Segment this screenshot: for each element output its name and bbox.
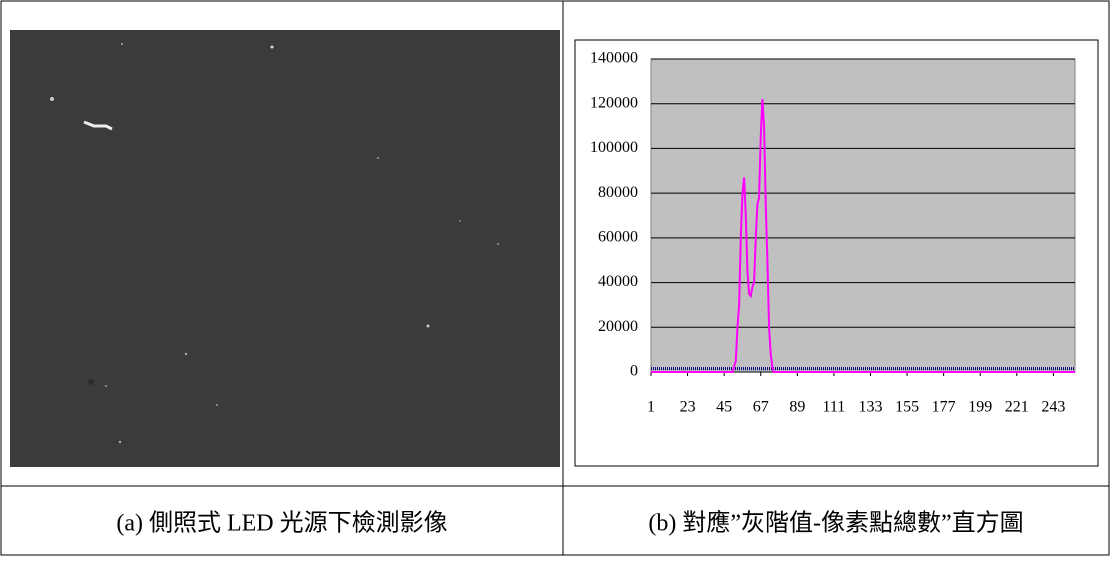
x-tick-label: 111 xyxy=(822,399,845,416)
x-tick-label: 221 xyxy=(1005,399,1029,416)
y-tick-label: 140000 xyxy=(590,50,638,67)
y-tick-label: 40000 xyxy=(598,273,638,290)
x-tick-label: 243 xyxy=(1041,399,1065,416)
plot-area xyxy=(651,59,1075,372)
y-tick-label: 60000 xyxy=(598,229,638,246)
x-tick-label: 199 xyxy=(968,399,992,416)
x-tick-label: 23 xyxy=(680,399,696,416)
y-tick-label: 0 xyxy=(630,363,638,380)
x-tick-label: 67 xyxy=(753,399,769,416)
x-tick-label: 155 xyxy=(895,399,919,416)
inspection-image xyxy=(10,30,560,467)
y-tick-label: 100000 xyxy=(590,139,638,156)
y-tick-label: 20000 xyxy=(598,318,638,335)
x-tick-label: 89 xyxy=(789,399,805,416)
x-tick-label: 133 xyxy=(858,399,882,416)
y-tick-label: 120000 xyxy=(590,94,638,111)
x-tick-label: 177 xyxy=(932,399,956,416)
x-tick-label: 45 xyxy=(716,399,732,416)
figure: (a) 側照式 LED 光源下檢測影像 (b) 對應”灰階值-像素點總數”直方圖… xyxy=(0,0,1110,556)
caption: (a) 側照式 LED 光源下檢測影像 xyxy=(116,510,447,537)
caption: (b) 對應”灰階值-像素點總數”直方圖 xyxy=(648,510,1023,537)
y-tick-label: 80000 xyxy=(598,184,638,201)
x-tick-label: 1 xyxy=(647,399,655,416)
